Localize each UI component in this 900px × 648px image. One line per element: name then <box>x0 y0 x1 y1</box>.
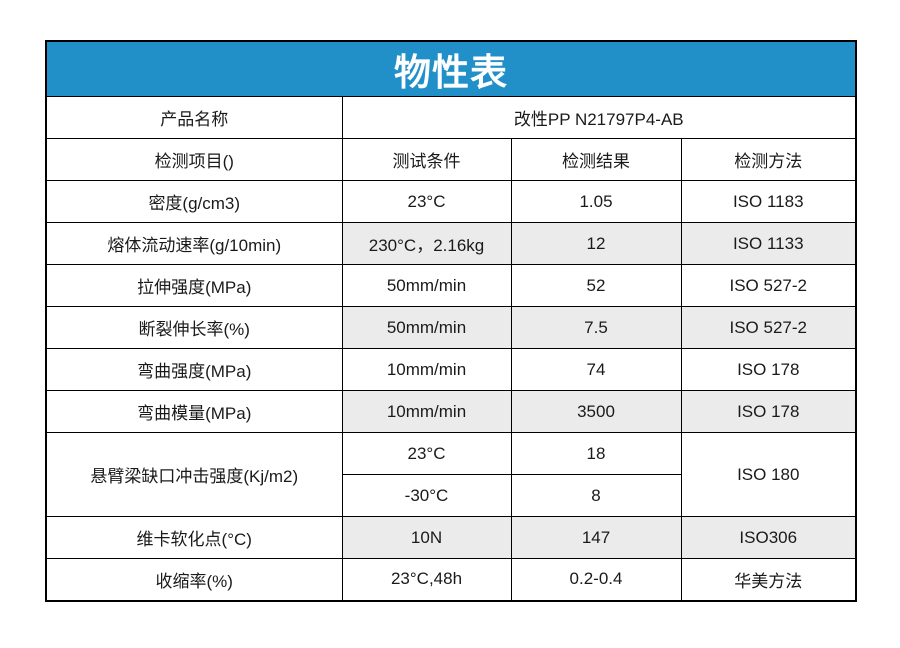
result-cell: 8 <box>510 474 682 517</box>
item-cell: 悬臂梁缺口冲击强度(Kj/m2) <box>45 432 343 517</box>
condition-cell: 10mm/min <box>341 390 512 433</box>
method-cell: ISO 1183 <box>680 180 857 223</box>
item-cell: 密度(g/cm3) <box>45 180 343 223</box>
method-cell: ISO 178 <box>680 390 857 433</box>
condition-cell: 50mm/min <box>341 264 512 307</box>
item-cell: 收缩率(%) <box>45 558 343 601</box>
result-cell: 0.2-0.4 <box>510 558 682 601</box>
method-cell: ISO 180 <box>680 432 857 517</box>
product-name-label: 产品名称 <box>45 96 343 139</box>
result-cell: 74 <box>510 348 682 391</box>
result-cell: 3500 <box>510 390 682 433</box>
method-cell: ISO 527-2 <box>680 264 857 307</box>
item-cell: 拉伸强度(MPa) <box>45 264 343 307</box>
table-row-density: 密度(g/cm3) 23°C 1.05 ISO 1183 <box>45 180 857 223</box>
condition-cell: -30°C <box>341 474 512 517</box>
result-cell: 147 <box>510 516 682 559</box>
header-condition: 测试条件 <box>341 138 512 181</box>
table-row-shrinkage: 收缩率(%) 23°C,48h 0.2-0.4 华美方法 <box>45 558 857 601</box>
method-cell: ISO306 <box>680 516 857 559</box>
method-cell: ISO 527-2 <box>680 306 857 349</box>
item-cell: 弯曲模量(MPa) <box>45 390 343 433</box>
header-item: 检测项目() <box>45 138 343 181</box>
header-method: 检测方法 <box>680 138 857 181</box>
condition-cell: 50mm/min <box>341 306 512 349</box>
condition-cell: 23°C,48h <box>341 558 512 601</box>
condition-cell: 230°C，2.16kg <box>341 222 512 265</box>
result-cell: 52 <box>510 264 682 307</box>
table-row-melt-flow: 熔体流动速率(g/10min) 230°C，2.16kg 12 ISO 1133 <box>45 222 857 265</box>
table-title: 物性表 <box>45 40 857 97</box>
result-cell: 1.05 <box>510 180 682 223</box>
result-cell: 12 <box>510 222 682 265</box>
condition-cell: 23°C <box>341 180 512 223</box>
item-cell: 熔体流动速率(g/10min) <box>45 222 343 265</box>
method-cell: ISO 1133 <box>680 222 857 265</box>
result-cell: 7.5 <box>510 306 682 349</box>
item-cell: 断裂伸长率(%) <box>45 306 343 349</box>
product-name-row: 产品名称 改性PP N21797P4-AB <box>45 96 857 139</box>
item-cell: 弯曲强度(MPa) <box>45 348 343 391</box>
method-cell: ISO 178 <box>680 348 857 391</box>
method-cell: 华美方法 <box>680 558 857 601</box>
result-cell: 18 <box>510 432 682 475</box>
properties-table: 物性表 产品名称 改性PP N21797P4-AB 检测项目() 测试条件 检测… <box>45 40 857 602</box>
table-row-izod-impact-minus30c: -30°C 8 <box>46 474 856 517</box>
table-row-vicat: 维卡软化点(°C) 10N 147 ISO306 <box>45 516 857 559</box>
item-cell: 维卡软化点(°C) <box>45 516 343 559</box>
product-name-value: 改性PP N21797P4-AB <box>341 96 857 139</box>
table-row-flexural-modulus: 弯曲模量(MPa) 10mm/min 3500 ISO 178 <box>45 390 857 433</box>
table-row-tensile-strength: 拉伸强度(MPa) 50mm/min 52 ISO 527-2 <box>45 264 857 307</box>
column-header-row: 检测项目() 测试条件 检测结果 检测方法 <box>45 138 857 181</box>
condition-cell: 10N <box>341 516 512 559</box>
table-row-elongation: 断裂伸长率(%) 50mm/min 7.5 ISO 527-2 <box>45 306 857 349</box>
title-row: 物性表 <box>45 40 857 97</box>
table-row-izod-impact-23c: 悬臂梁缺口冲击强度(Kj/m2) 23°C 18 ISO 180 <box>45 432 857 517</box>
condition-cell: 10mm/min <box>341 348 512 391</box>
header-result: 检测结果 <box>510 138 682 181</box>
condition-cell: 23°C <box>341 432 512 475</box>
table-row-flexural-strength: 弯曲强度(MPa) 10mm/min 74 ISO 178 <box>45 348 857 391</box>
